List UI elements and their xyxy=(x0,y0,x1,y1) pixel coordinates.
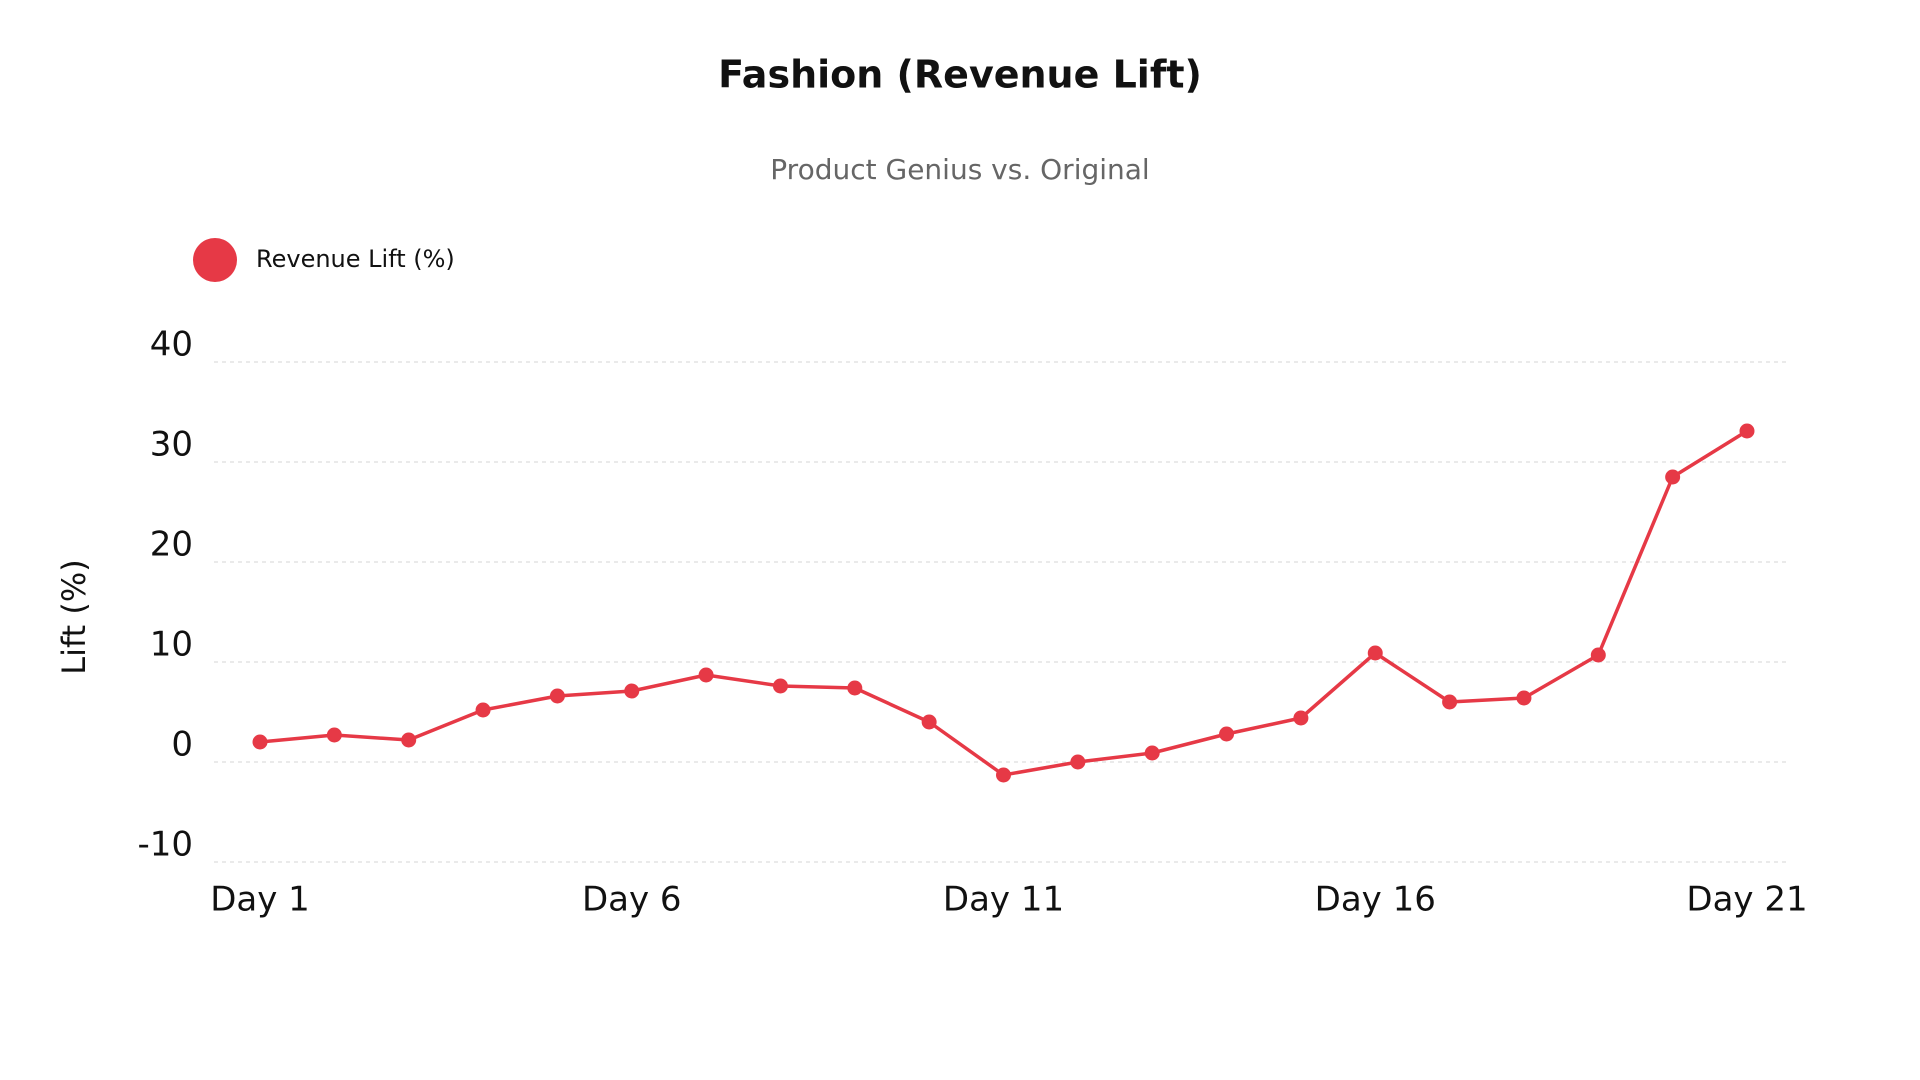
data-point xyxy=(996,767,1011,783)
chart-title: Fashion (Revenue Lift) xyxy=(718,53,1202,97)
data-point xyxy=(772,678,788,694)
legend-marker xyxy=(193,238,237,282)
data-point xyxy=(1739,423,1755,439)
chart-subtitle: Product Genius vs. Original xyxy=(770,153,1149,186)
x-tick-label: Day 21 xyxy=(1686,880,1807,920)
y-tick-label: 20 xyxy=(150,525,193,565)
x-tick-label: Day 1 xyxy=(210,880,310,920)
data-point xyxy=(1367,645,1383,661)
data-point xyxy=(1219,726,1235,742)
x-tick-label: Day 11 xyxy=(943,880,1064,920)
data-point xyxy=(475,702,491,718)
x-tick-label: Day 16 xyxy=(1315,880,1436,920)
data-point xyxy=(698,667,714,683)
y-tick-label: 40 xyxy=(150,325,193,365)
y-tick-label: 10 xyxy=(150,625,193,665)
y-tick-label: 30 xyxy=(150,425,193,465)
data-point xyxy=(624,683,640,699)
data-point xyxy=(921,714,937,730)
data-point xyxy=(847,680,863,696)
data-point xyxy=(252,734,268,750)
data-line xyxy=(259,429,1748,777)
data-point xyxy=(1144,745,1160,761)
y-tick-label: 0 xyxy=(171,725,193,765)
y-tick-label: -10 xyxy=(137,825,193,865)
data-point xyxy=(401,732,417,748)
data-point xyxy=(1442,694,1458,710)
data-point xyxy=(326,727,342,743)
data-point xyxy=(1665,469,1681,485)
data-point xyxy=(1590,647,1606,663)
x-tick-label: Day 6 xyxy=(582,880,682,920)
legend-label: Revenue Lift (%) xyxy=(256,245,455,273)
data-point xyxy=(549,688,565,704)
data-point xyxy=(1293,710,1309,726)
y-axis-label: Lift (%) xyxy=(55,559,93,675)
data-point xyxy=(1070,754,1086,770)
data-point xyxy=(1516,690,1532,706)
